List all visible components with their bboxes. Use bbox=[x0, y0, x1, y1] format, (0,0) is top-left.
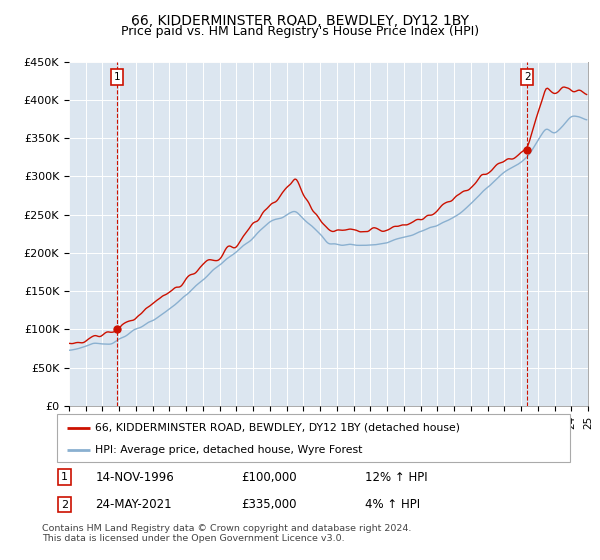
Text: £335,000: £335,000 bbox=[242, 498, 297, 511]
Text: 14-NOV-1996: 14-NOV-1996 bbox=[95, 470, 174, 483]
FancyBboxPatch shape bbox=[57, 414, 570, 462]
Text: 12% ↑ HPI: 12% ↑ HPI bbox=[365, 470, 427, 483]
Text: Contains HM Land Registry data © Crown copyright and database right 2024.
This d: Contains HM Land Registry data © Crown c… bbox=[42, 524, 412, 543]
Text: 2: 2 bbox=[61, 500, 68, 510]
Text: 4% ↑ HPI: 4% ↑ HPI bbox=[365, 498, 420, 511]
Text: 66, KIDDERMINSTER ROAD, BEWDLEY, DY12 1BY (detached house): 66, KIDDERMINSTER ROAD, BEWDLEY, DY12 1B… bbox=[95, 423, 460, 433]
Text: 66, KIDDERMINSTER ROAD, BEWDLEY, DY12 1BY: 66, KIDDERMINSTER ROAD, BEWDLEY, DY12 1B… bbox=[131, 14, 469, 28]
Text: 1: 1 bbox=[114, 72, 121, 82]
Text: HPI: Average price, detached house, Wyre Forest: HPI: Average price, detached house, Wyre… bbox=[95, 445, 363, 455]
Text: 24-MAY-2021: 24-MAY-2021 bbox=[95, 498, 172, 511]
Text: Price paid vs. HM Land Registry's House Price Index (HPI): Price paid vs. HM Land Registry's House … bbox=[121, 25, 479, 38]
Text: 1: 1 bbox=[61, 472, 68, 482]
Text: 2: 2 bbox=[524, 72, 531, 82]
Text: £100,000: £100,000 bbox=[242, 470, 298, 483]
